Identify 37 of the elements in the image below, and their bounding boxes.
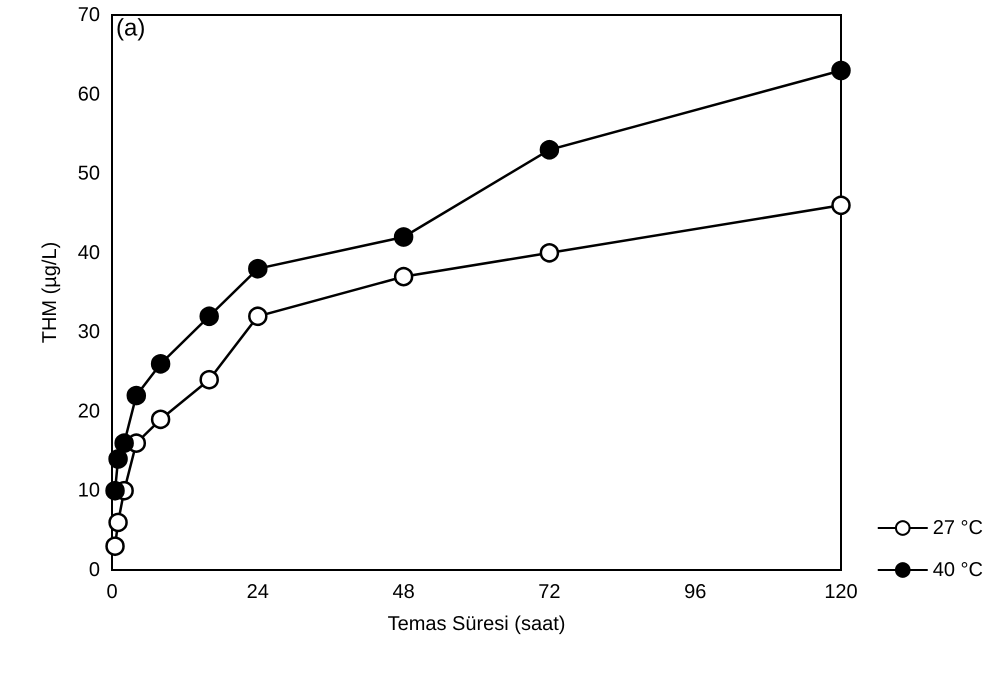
point bbox=[105, 480, 125, 500]
point bbox=[114, 433, 134, 453]
point bbox=[150, 354, 170, 374]
point bbox=[394, 266, 414, 286]
point bbox=[150, 410, 170, 430]
point bbox=[199, 306, 219, 326]
x-axis-title: Temas Süresi (saat) bbox=[388, 613, 566, 635]
x-tick-label: 48 bbox=[392, 581, 415, 603]
y-axis-title: THM (µg/L) bbox=[39, 242, 61, 344]
x-tick-label: 24 bbox=[246, 581, 269, 603]
point bbox=[199, 370, 219, 390]
y-tick-label: 40 bbox=[78, 242, 100, 264]
point bbox=[831, 196, 851, 216]
y-tick-label: 70 bbox=[78, 4, 100, 26]
point bbox=[108, 449, 128, 469]
y-tick-label: 0 bbox=[88, 559, 100, 581]
point bbox=[248, 258, 268, 278]
x-tick-label: 72 bbox=[538, 581, 561, 603]
annotation: (a) bbox=[116, 14, 146, 42]
legend-label: 40 °C bbox=[932, 559, 984, 581]
point bbox=[394, 227, 414, 247]
point bbox=[540, 243, 560, 263]
x-tick-label: 120 bbox=[824, 581, 858, 603]
x-tick-label: 0 bbox=[106, 581, 118, 603]
y-tick-label: 50 bbox=[78, 162, 100, 185]
legend-label: 27 °C bbox=[932, 517, 984, 539]
point bbox=[108, 512, 128, 532]
y-tick-label: 20 bbox=[78, 400, 100, 422]
point bbox=[831, 60, 851, 80]
point bbox=[248, 306, 268, 326]
y-tick-label: 60 bbox=[78, 83, 100, 106]
point bbox=[126, 386, 146, 406]
point bbox=[105, 536, 125, 556]
y-tick-label: 10 bbox=[78, 480, 100, 502]
x-tick-label: 96 bbox=[684, 581, 706, 603]
y-tick-label: 30 bbox=[78, 321, 100, 344]
point bbox=[540, 140, 560, 160]
